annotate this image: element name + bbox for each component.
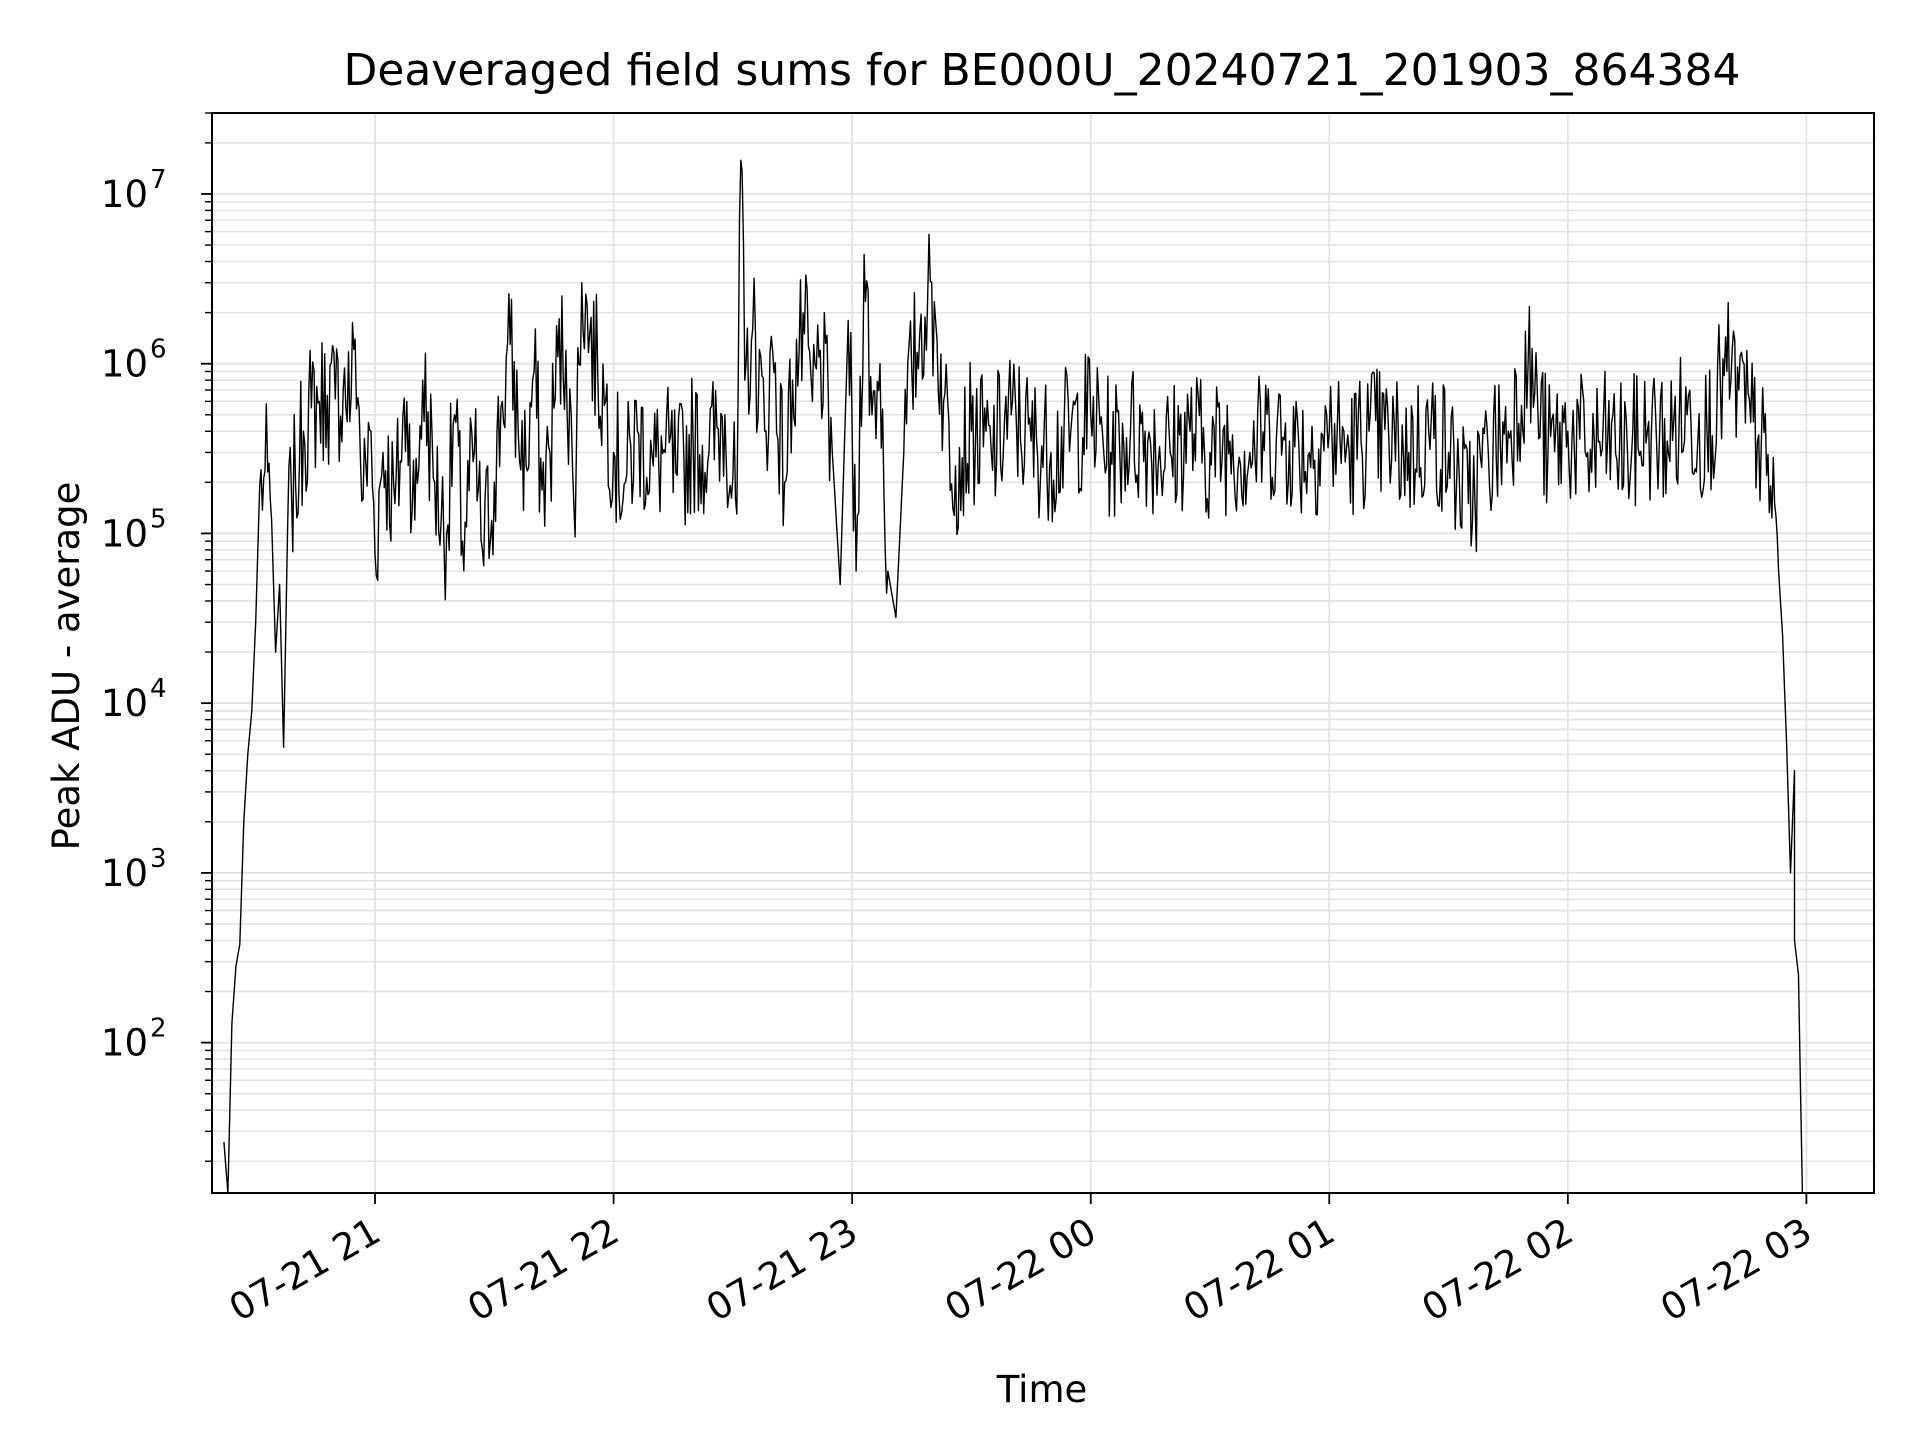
y-tick-label: 10 [101,512,148,555]
x-axis-label: Time [996,1368,1088,1411]
chart-title: Deaveraged field sums for BE000U_2024072… [343,45,1740,96]
y-tick-exponent: 6 [150,335,167,365]
series-layer [223,159,1804,1193]
y-tick-exponent: 2 [150,1014,167,1044]
y-axis-label: Peak ADU - average [45,482,88,851]
y-tick-exponent: 3 [150,844,167,874]
plot-frame [211,112,1875,1194]
y-tick-exponent: 4 [150,674,167,704]
y-tick-label: 10 [101,173,148,216]
series-line-0 [223,159,1804,1193]
y-tick-exponent: 7 [150,165,167,195]
y-tick-label: 10 [101,343,148,386]
y-tick-label: 10 [101,682,148,725]
y-tick-label: 10 [101,852,148,895]
y-tick-exponent: 5 [150,504,167,534]
y-tick-label: 10 [101,1022,148,1065]
